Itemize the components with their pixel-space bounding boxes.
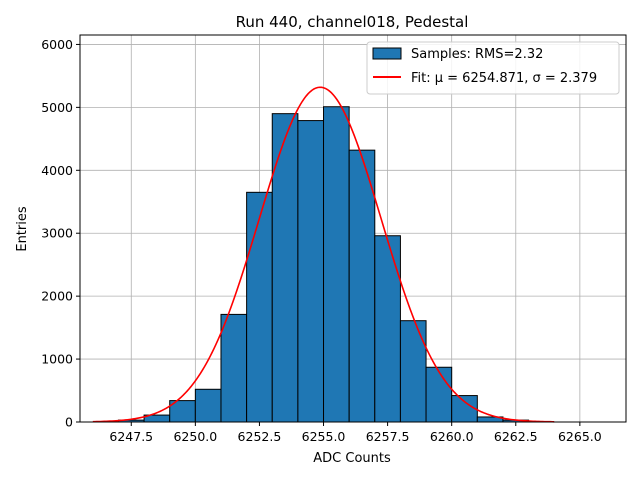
histogram-bar <box>374 235 401 423</box>
histogram-bar <box>399 320 427 423</box>
histogram-bar <box>246 191 273 423</box>
y-axis-label: Entries <box>15 206 30 252</box>
y-tick-label: 3000 <box>41 226 73 241</box>
histogram-bar <box>220 313 248 423</box>
histogram-bar <box>425 366 453 423</box>
legend: Samples: RMS=2.32 Fit: μ = 6254.871, σ =… <box>366 41 620 95</box>
legend-label-samples: Samples: RMS=2.32 <box>411 47 543 62</box>
y-tick-label: 2000 <box>41 289 73 304</box>
x-tick-label: 6260.0 <box>430 429 474 444</box>
legend-label-fit: Fit: μ = 6254.871, σ = 2.379 <box>411 71 597 86</box>
histogram-bar <box>323 106 350 423</box>
histogram-bar <box>194 388 222 423</box>
x-tick-label: 6250.0 <box>173 429 217 444</box>
x-tick-label: 6247.5 <box>109 429 153 444</box>
histogram-bar <box>297 120 325 423</box>
y-tick-label: 4000 <box>41 163 73 178</box>
y-tick-label: 5000 <box>41 100 73 115</box>
chart-title: Run 440, channel018, Pedestal <box>236 13 469 31</box>
histogram-bar <box>271 113 299 423</box>
x-tick-label: 6257.5 <box>366 429 410 444</box>
histogram-bar <box>451 395 478 423</box>
x-tick-label: 6265.0 <box>558 429 602 444</box>
y-tick-label: 0 <box>65 415 73 430</box>
legend-box <box>366 41 620 95</box>
x-tick-label: 6262.5 <box>494 429 538 444</box>
histogram-bar <box>348 149 376 423</box>
y-axis-ticks: 0 1000 2000 3000 4000 5000 6000 <box>41 37 80 430</box>
legend-swatch-samples <box>372 47 402 60</box>
gaussian-fit-curve <box>92 86 555 423</box>
y-tick-label: 6000 <box>41 37 73 52</box>
x-axis-ticks: 6247.5 6250.0 6252.5 6255.0 6257.5 6260.0 6262… <box>109 422 602 444</box>
plot-frame <box>79 34 627 423</box>
x-tick-label: 6255.0 <box>302 429 346 444</box>
y-tick-label: 1000 <box>41 352 73 367</box>
histogram-bars <box>117 106 530 423</box>
x-tick-label: 6252.5 <box>238 429 282 444</box>
x-axis-label: ADC Counts <box>313 451 391 466</box>
